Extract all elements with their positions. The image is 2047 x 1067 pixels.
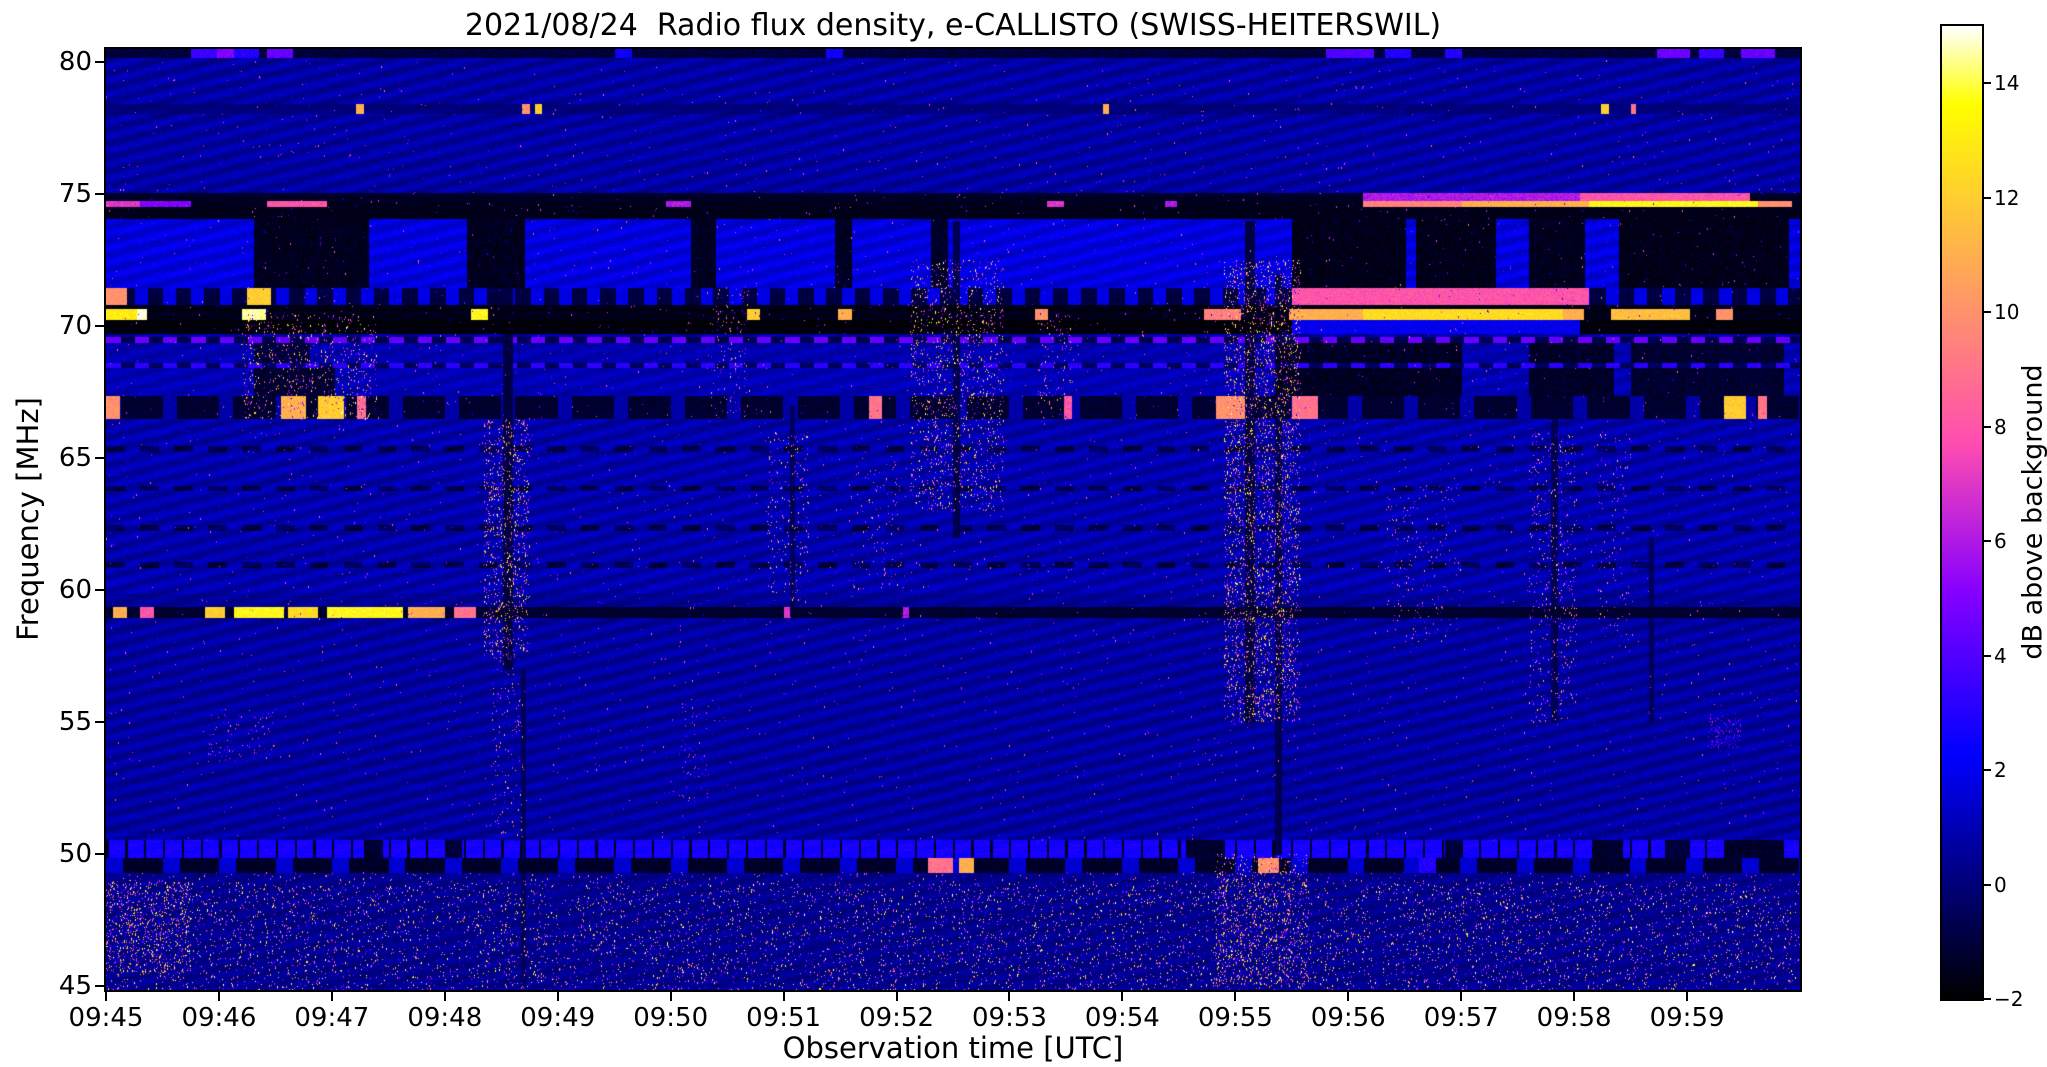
x-tick-label: 09:49 — [520, 1003, 596, 1033]
colorbar-tick-mark — [1984, 540, 1991, 543]
x-tick-label: 09:54 — [1084, 1003, 1160, 1033]
x-tick-mark — [556, 992, 559, 1001]
x-tick-mark — [330, 992, 333, 1001]
x-axis-label: Observation time [UTC] — [782, 1031, 1124, 1065]
colorbar-tick-label: 8 — [1994, 414, 2007, 439]
y-tick-mark — [95, 853, 104, 856]
colorbar-label: dB above background — [2017, 364, 2047, 660]
x-tick-label: 09:51 — [746, 1003, 822, 1033]
plot-area — [104, 47, 1802, 992]
x-tick-label: 09:47 — [294, 1003, 370, 1033]
x-tick-label: 09:56 — [1310, 1003, 1386, 1033]
colorbar-tick-label: −2 — [1994, 987, 2024, 1011]
colorbar-tick-mark — [1984, 196, 1991, 199]
colorbar-tick-mark — [1984, 769, 1991, 772]
colorbar-tick-label: 4 — [1994, 643, 2007, 668]
y-tick-label: 50 — [58, 839, 92, 870]
x-tick-label: 09:55 — [1197, 1003, 1273, 1033]
x-tick-mark — [1234, 992, 1237, 1001]
y-tick-label: 80 — [58, 47, 92, 78]
y-tick-label: 75 — [58, 179, 92, 210]
x-tick-mark — [1460, 992, 1463, 1001]
x-tick-label: 09:50 — [633, 1003, 709, 1033]
x-tick-mark — [895, 992, 898, 1001]
x-tick-label: 09:45 — [68, 1003, 144, 1033]
colorbar-tick-label: 10 — [1994, 300, 2020, 325]
x-tick-label: 09:57 — [1423, 1003, 1499, 1033]
x-tick-mark — [443, 992, 446, 1001]
colorbar-tick-label: 14 — [1994, 71, 2020, 96]
x-tick-mark — [1121, 992, 1124, 1001]
x-tick-mark — [217, 992, 220, 1001]
y-tick-mark — [95, 721, 104, 724]
x-tick-mark — [1008, 992, 1011, 1001]
colorbar-tick-mark — [1984, 998, 1991, 1000]
colorbar-tick-label: 2 — [1994, 758, 2007, 783]
y-tick-mark — [95, 325, 104, 328]
x-tick-mark — [1347, 992, 1350, 1001]
x-tick-label: 09:53 — [971, 1003, 1047, 1033]
x-tick-label: 09:58 — [1536, 1003, 1612, 1033]
y-tick-label: 55 — [58, 707, 92, 738]
colorbar-tick-mark — [1984, 82, 1991, 85]
y-tick-mark — [95, 589, 104, 592]
colorbar-tick-label: 12 — [1994, 185, 2020, 210]
x-tick-mark — [1573, 992, 1576, 1001]
y-tick-label: 70 — [58, 311, 92, 342]
x-tick-mark — [782, 992, 785, 1001]
x-tick-label: 09:48 — [407, 1003, 483, 1033]
x-tick-label: 09:59 — [1649, 1003, 1725, 1033]
colorbar-tick-label: 6 — [1994, 529, 2007, 554]
x-tick-label: 09:46 — [181, 1003, 257, 1033]
colorbar-tick-mark — [1984, 883, 1991, 886]
y-tick-mark — [95, 985, 104, 988]
colorbar-tick-mark — [1984, 311, 1991, 314]
y-tick-label: 45 — [58, 971, 92, 1002]
colorbar-gradient — [1942, 26, 1982, 999]
x-tick-label: 09:52 — [859, 1003, 934, 1033]
colorbar — [1940, 24, 1984, 1001]
y-tick-label: 65 — [58, 443, 92, 474]
x-tick-mark — [1686, 992, 1689, 1001]
y-tick-mark — [95, 61, 104, 64]
spectrogram-heatmap — [106, 49, 1800, 990]
colorbar-tick-mark — [1984, 654, 1991, 657]
y-tick-mark — [95, 193, 104, 196]
colorbar-tick-label: 0 — [1994, 872, 2007, 897]
chart-title: 2021/08/24 Radio flux density, e-CALLIST… — [464, 8, 1442, 43]
y-tick-label: 60 — [58, 575, 92, 606]
x-tick-mark — [669, 992, 672, 1001]
colorbar-tick-mark — [1984, 425, 1991, 428]
y-tick-mark — [95, 457, 104, 460]
x-tick-mark — [105, 992, 107, 1001]
